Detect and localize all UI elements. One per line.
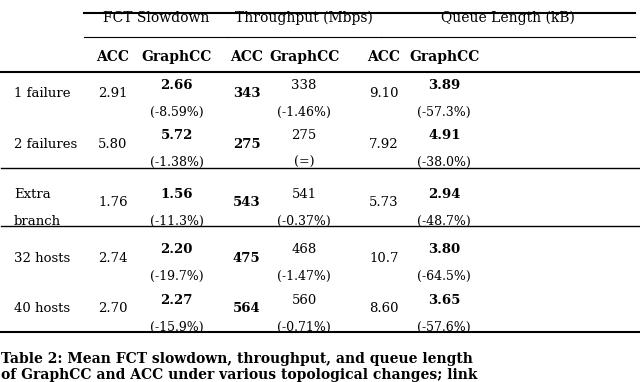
Text: (-57.3%): (-57.3%) (417, 106, 471, 119)
Text: (-38.0%): (-38.0%) (417, 156, 471, 169)
Text: 1.56: 1.56 (161, 188, 193, 201)
Text: GraphCC: GraphCC (141, 50, 212, 64)
Text: 5.72: 5.72 (161, 129, 193, 142)
Text: 3.65: 3.65 (428, 294, 460, 307)
Text: FCT Slowdown: FCT Slowdown (103, 11, 209, 25)
Text: 275: 275 (233, 138, 260, 151)
Text: Throughput (Mbps): Throughput (Mbps) (235, 11, 373, 25)
Text: (-0.37%): (-0.37%) (277, 215, 331, 228)
Text: 2.20: 2.20 (161, 243, 193, 256)
Text: 10.7: 10.7 (369, 252, 399, 265)
Text: 9.10: 9.10 (369, 87, 399, 100)
Text: 2.94: 2.94 (428, 188, 461, 201)
Text: 2.91: 2.91 (98, 87, 127, 100)
Text: 541: 541 (291, 188, 317, 201)
Text: 3.80: 3.80 (428, 243, 460, 256)
Text: (-19.7%): (-19.7%) (150, 270, 204, 283)
Text: 5.80: 5.80 (98, 138, 127, 151)
Text: 2 failures: 2 failures (14, 138, 77, 151)
Text: 543: 543 (233, 196, 260, 209)
Text: branch: branch (14, 215, 61, 228)
Text: 343: 343 (233, 87, 260, 100)
Text: ACC: ACC (230, 50, 263, 64)
Text: (-1.47%): (-1.47%) (277, 270, 331, 283)
Text: Queue Length (kB): Queue Length (kB) (441, 11, 575, 25)
Text: (-11.3%): (-11.3%) (150, 215, 204, 228)
Text: 32 hosts: 32 hosts (14, 252, 70, 265)
Text: Extra: Extra (14, 188, 51, 201)
Text: (-48.7%): (-48.7%) (417, 215, 471, 228)
Text: 8.60: 8.60 (369, 302, 399, 315)
Text: (-57.6%): (-57.6%) (417, 320, 471, 333)
Text: (-1.46%): (-1.46%) (277, 106, 331, 119)
Text: 560: 560 (291, 294, 317, 307)
Text: 468: 468 (291, 243, 317, 256)
Text: 3.89: 3.89 (428, 79, 460, 92)
Text: 7.92: 7.92 (369, 138, 399, 151)
Text: ACC: ACC (97, 50, 129, 64)
Text: 2.66: 2.66 (161, 79, 193, 92)
Text: 2.27: 2.27 (161, 294, 193, 307)
Text: (-15.9%): (-15.9%) (150, 320, 204, 333)
Text: 275: 275 (291, 129, 317, 142)
Text: 2.70: 2.70 (98, 302, 127, 315)
Text: 4.91: 4.91 (428, 129, 461, 142)
Text: (-8.59%): (-8.59%) (150, 106, 204, 119)
Text: (=): (=) (294, 156, 314, 169)
Text: (-0.71%): (-0.71%) (277, 320, 331, 333)
Text: 338: 338 (291, 79, 317, 92)
Text: 1 failure: 1 failure (14, 87, 70, 100)
Text: 5.73: 5.73 (369, 196, 399, 209)
Text: (-1.38%): (-1.38%) (150, 156, 204, 169)
Text: 40 hosts: 40 hosts (14, 302, 70, 315)
Text: GraphCC: GraphCC (409, 50, 479, 64)
Text: ACC: ACC (367, 50, 400, 64)
Text: 564: 564 (233, 302, 260, 315)
Text: (-64.5%): (-64.5%) (417, 270, 471, 283)
Text: GraphCC: GraphCC (269, 50, 339, 64)
Text: Table 2: Mean FCT slowdown, throughput, and queue length
of GraphCC and ACC unde: Table 2: Mean FCT slowdown, throughput, … (1, 352, 478, 382)
Text: 2.74: 2.74 (98, 252, 127, 265)
Text: 475: 475 (233, 252, 260, 265)
Text: 1.76: 1.76 (98, 196, 128, 209)
